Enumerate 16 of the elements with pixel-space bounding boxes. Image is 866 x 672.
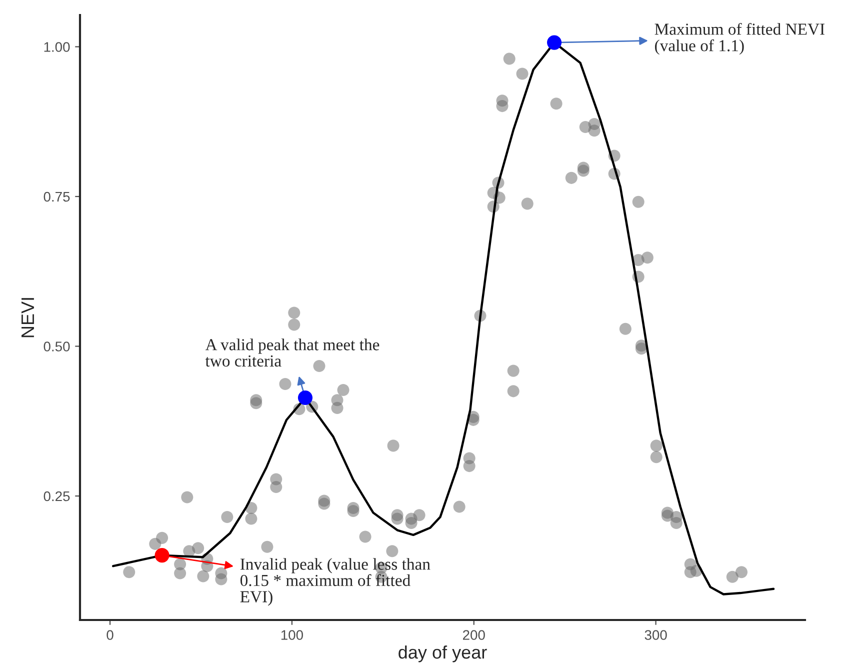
y-axis-title: NEVI bbox=[22, 298, 34, 338]
y-tick-label: 0.50 bbox=[44, 342, 70, 352]
y-tick-label: 0.25 bbox=[44, 491, 70, 502]
annotation: Invalid peak (value less than 0.15 * maximum of fitted EVI) bbox=[240, 558, 430, 606]
point bbox=[547, 35, 562, 50]
x-axis-title: day of year bbox=[398, 645, 487, 662]
x-tick-label: 200 bbox=[462, 630, 485, 640]
y-tick-label: 0.75 bbox=[44, 192, 70, 202]
annotation: A valid peak that meet the two criteria bbox=[205, 338, 380, 367]
x-tick-label: 100 bbox=[281, 630, 303, 640]
y-tick-label: 1.00 bbox=[44, 42, 70, 52]
x-tick-label: 300 bbox=[644, 630, 667, 640]
x-tick-label: 0 bbox=[106, 630, 114, 640]
annotation: Maximum of fitted NEVI (value of 1.1) bbox=[654, 22, 825, 55]
point bbox=[154, 548, 170, 563]
point bbox=[298, 390, 313, 406]
